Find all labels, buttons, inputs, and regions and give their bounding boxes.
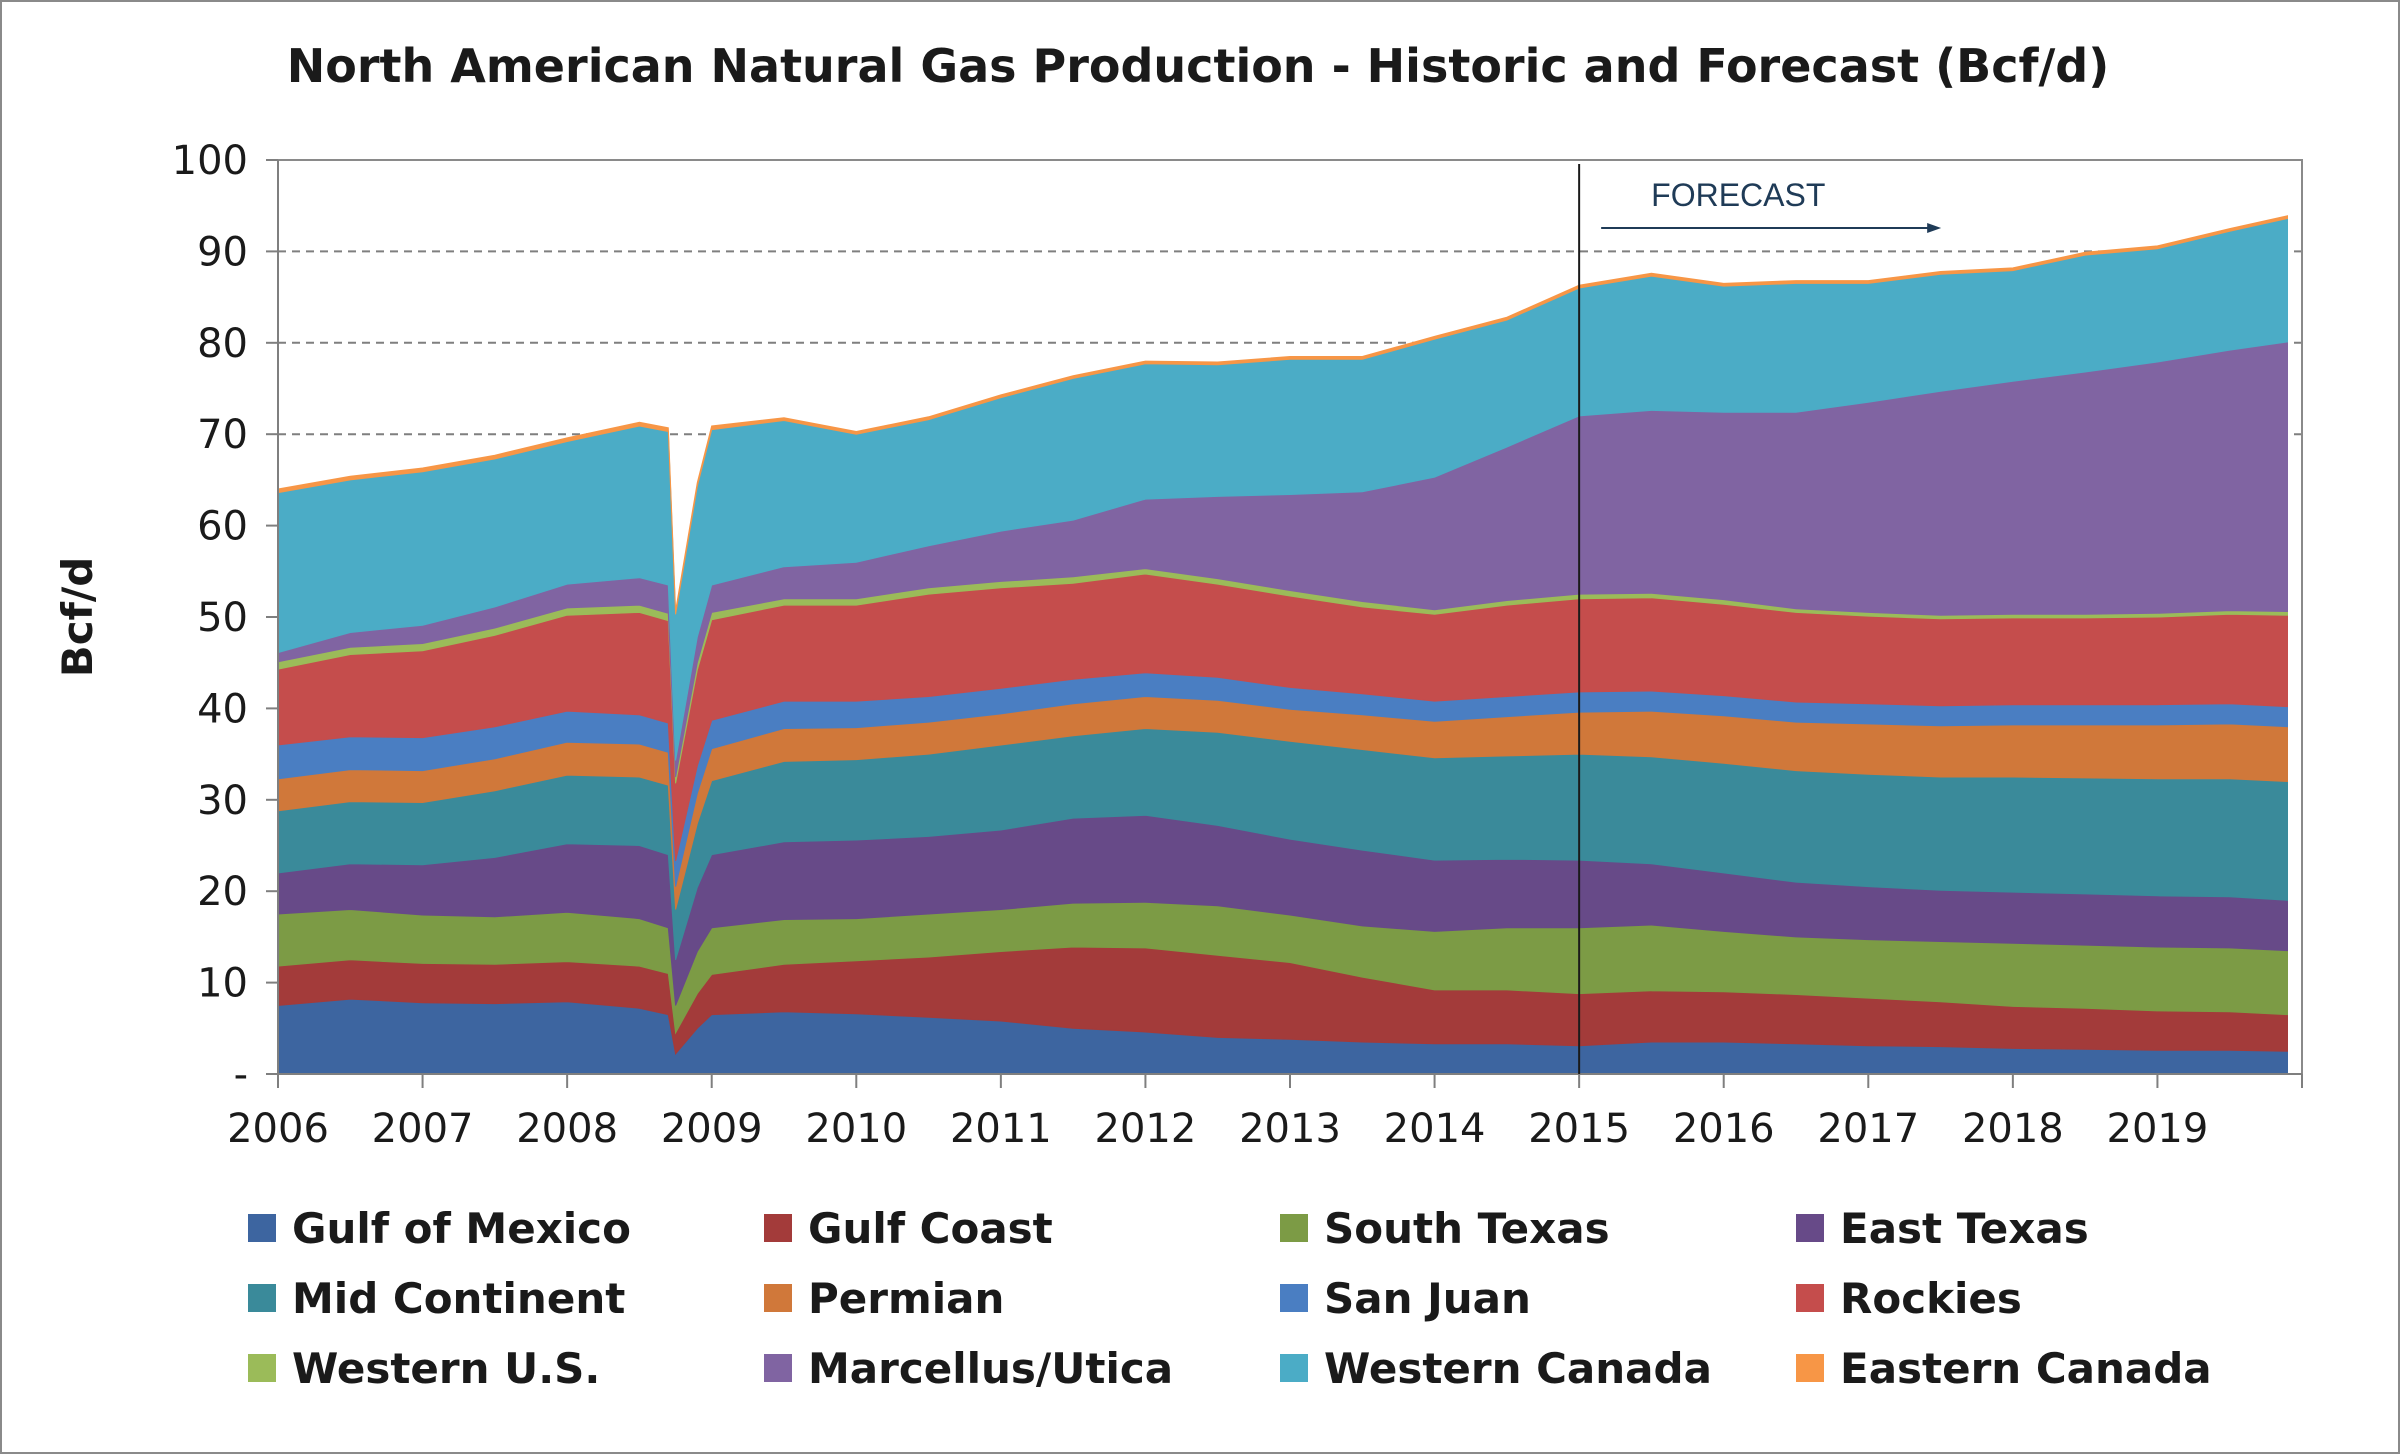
y-tick-label: 60 bbox=[197, 504, 248, 550]
legend-item-east-texas: East Texas bbox=[1796, 1200, 2089, 1256]
legend-swatch bbox=[248, 1284, 276, 1312]
x-tick-label: 2015 bbox=[1528, 1106, 1630, 1152]
x-axis-ticks: 2006 2007 2008 2009 2010 2011 2012 2013 2014 2015… bbox=[227, 1074, 2303, 1152]
legend-swatch bbox=[1280, 1354, 1308, 1382]
y-tick-label: 50 bbox=[197, 595, 248, 641]
legend-label: Rockies bbox=[1840, 1273, 2022, 1323]
x-tick-label: 2011 bbox=[950, 1106, 1052, 1152]
x-tick-label: 2007 bbox=[372, 1106, 474, 1152]
legend-label: Permian bbox=[808, 1273, 1005, 1323]
x-tick-label: 2009 bbox=[661, 1106, 763, 1152]
legend-item-mid-continent: Mid Continent bbox=[248, 1270, 625, 1326]
legend-swatch bbox=[1796, 1354, 1824, 1382]
forecast-marker: FORECAST bbox=[1578, 164, 1942, 1074]
y-tick-label: 20 bbox=[197, 869, 248, 915]
chart-title: North American Natural Gas Production - … bbox=[287, 39, 2110, 93]
x-tick-label: 2016 bbox=[1673, 1106, 1775, 1152]
legend-label: Western U.S. bbox=[292, 1343, 601, 1393]
legend-swatch bbox=[1280, 1284, 1308, 1312]
forecast-label: FORECAST bbox=[1651, 177, 1825, 213]
legend-item-rockies: Rockies bbox=[1796, 1270, 2022, 1326]
legend-label: Marcellus/Utica bbox=[808, 1343, 1174, 1393]
legend-swatch bbox=[1796, 1214, 1824, 1242]
legend-label: Western Canada bbox=[1324, 1343, 1712, 1393]
y-tick-label: 100 bbox=[172, 138, 248, 184]
legend-item-eastern-canada: Eastern Canada bbox=[1796, 1340, 2212, 1396]
legend-item-south-texas: South Texas bbox=[1280, 1200, 1610, 1256]
legend-item-gulf-coast: Gulf Coast bbox=[764, 1200, 1053, 1256]
stacked-areas bbox=[277, 215, 2288, 1075]
y-tick-label: 40 bbox=[197, 686, 248, 732]
legend-label: San Juan bbox=[1324, 1273, 1531, 1323]
legend-swatch bbox=[764, 1354, 792, 1382]
y-axis-ticks: - 10 20 30 40 50 60 70 80 90 100 bbox=[172, 138, 278, 1098]
y-tick-label: - bbox=[234, 1052, 248, 1098]
legend-item-permian: Permian bbox=[764, 1270, 1004, 1326]
legend-label: Mid Continent bbox=[292, 1273, 626, 1323]
legend-swatch bbox=[248, 1214, 276, 1242]
legend-label: East Texas bbox=[1840, 1203, 2089, 1253]
forecast-arrow-head bbox=[1927, 223, 1942, 233]
y-axis-label: Bcf/d bbox=[53, 557, 102, 678]
legend-item-gulf-of-mexico: Gulf of Mexico bbox=[248, 1200, 631, 1256]
y-tick-label: 70 bbox=[197, 412, 248, 458]
legend-item-western-u-s: Western U.S. bbox=[248, 1340, 600, 1396]
x-tick-label: 2010 bbox=[805, 1106, 907, 1152]
legend-item-san-juan: San Juan bbox=[1280, 1270, 1531, 1326]
legend-label: Gulf Coast bbox=[808, 1203, 1053, 1253]
x-tick-label: 2006 bbox=[227, 1106, 329, 1152]
legend-label: South Texas bbox=[1324, 1203, 1610, 1253]
x-tick-label: 2012 bbox=[1095, 1106, 1197, 1152]
area-eastern-canada bbox=[277, 215, 2288, 615]
x-tick-label: 2019 bbox=[2107, 1106, 2209, 1152]
legend-swatch bbox=[764, 1284, 792, 1312]
x-tick-label: 2018 bbox=[1962, 1106, 2064, 1152]
legend-swatch bbox=[1280, 1214, 1308, 1242]
y-tick-label: 30 bbox=[197, 778, 248, 824]
x-tick-label: 2014 bbox=[1384, 1106, 1486, 1152]
legend-swatch bbox=[248, 1354, 276, 1382]
legend-label: Eastern Canada bbox=[1840, 1343, 2212, 1393]
legend-item-marcellus-utica: Marcellus/Utica bbox=[764, 1340, 1173, 1396]
legend-swatch bbox=[764, 1214, 792, 1242]
x-tick-label: 2013 bbox=[1239, 1106, 1341, 1152]
y-tick-label: 10 bbox=[197, 961, 248, 1007]
y-tick-label: 80 bbox=[197, 321, 248, 367]
y-tick-label: 90 bbox=[197, 229, 248, 275]
legend-item-western-canada: Western Canada bbox=[1280, 1340, 1712, 1396]
legend-label: Gulf of Mexico bbox=[292, 1203, 631, 1253]
x-tick-label: 2008 bbox=[516, 1106, 618, 1152]
legend-swatch bbox=[1796, 1284, 1824, 1312]
x-tick-label: 2017 bbox=[1817, 1106, 1919, 1152]
